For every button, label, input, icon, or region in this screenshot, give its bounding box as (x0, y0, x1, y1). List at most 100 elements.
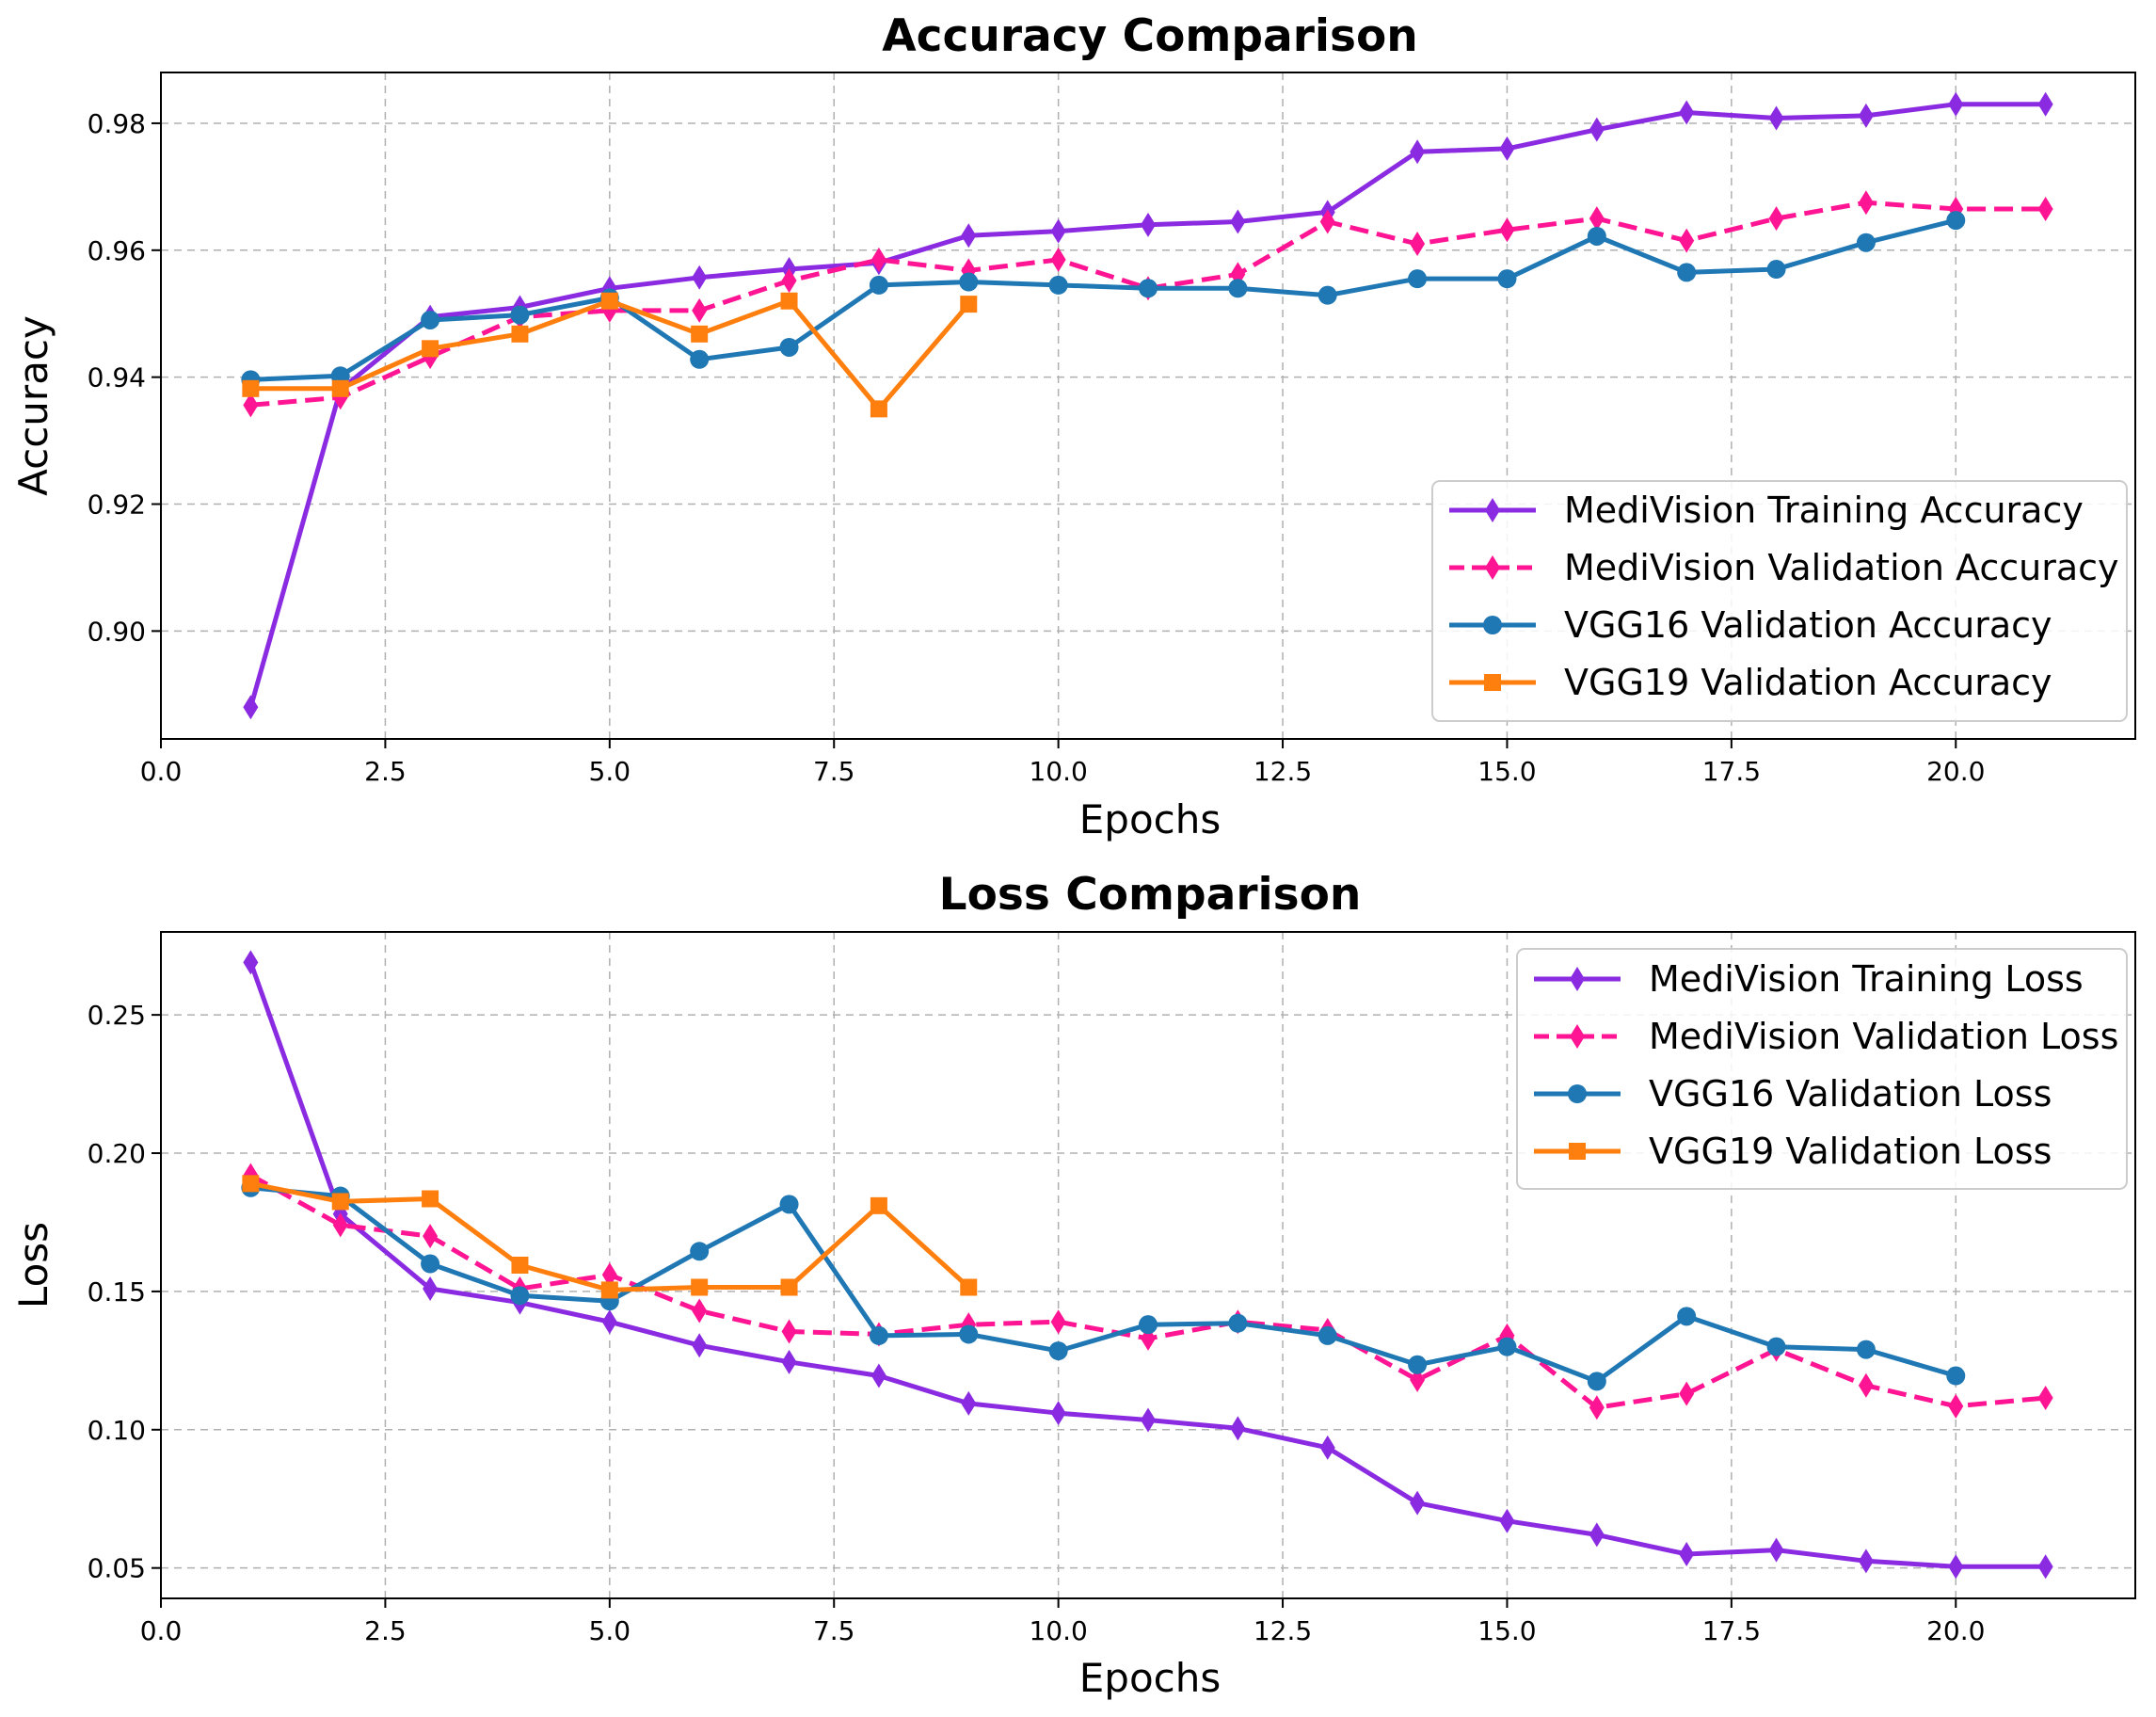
data-point (422, 340, 439, 358)
data-point (243, 393, 259, 418)
data-point (1228, 279, 1248, 298)
data-point (2037, 196, 2053, 221)
data-point (1946, 1366, 1966, 1386)
legend-box (1516, 948, 2128, 1190)
data-point (1589, 206, 1605, 232)
data-point (870, 247, 886, 272)
data-point (1677, 1307, 1697, 1326)
legend-label: MediVision Training Loss (1649, 958, 2084, 1000)
x-axis-ticks: 0.0 2.5 5.0 7.5 10.0 12.5 15.0 17.5 20.0 (140, 739, 1985, 787)
legend-entry: MediVision Validation Accuracy (1449, 547, 2119, 588)
plot-frame (160, 72, 2136, 740)
data-point (1679, 1381, 1695, 1406)
chart-title: Accuracy Comparison (882, 10, 1417, 62)
x-tick-label: 20.0 (1926, 1615, 1985, 1646)
data-point (331, 379, 349, 397)
data-point (961, 1390, 977, 1416)
data-point (242, 1175, 260, 1193)
legend-entries: MediVision Training Accuracy MediVision V… (1449, 489, 2119, 703)
data-point (601, 1309, 617, 1335)
data-point (510, 1286, 530, 1306)
data-point (1050, 1401, 1066, 1426)
data-point (1677, 263, 1697, 282)
data-point (1318, 285, 1337, 305)
data-point (510, 305, 530, 325)
x-axis-ticks: 0.0 2.5 5.0 7.5 10.0 12.5 15.0 17.5 20.0 (140, 1598, 1985, 1646)
y-tick-label: 0.05 (88, 1553, 146, 1584)
x-tick-label: 2.5 (364, 1615, 407, 1646)
y-tick-label: 0.10 (88, 1415, 146, 1446)
legend-box (1431, 480, 2128, 722)
data-point (692, 1333, 708, 1358)
data-point (1408, 1355, 1428, 1374)
data-point (781, 1319, 797, 1344)
data-point (779, 1195, 799, 1214)
data-point (1410, 1367, 1426, 1392)
data-point (690, 1242, 710, 1261)
data-point (2037, 1554, 2053, 1580)
data-point (1948, 91, 1964, 117)
legend-label: VGG16 Validation Loss (1649, 1073, 2052, 1115)
data-point (1948, 1554, 1964, 1580)
data-point (1948, 1393, 1964, 1419)
data-point (1768, 206, 1784, 232)
data-point (960, 296, 978, 313)
data-point (421, 310, 440, 329)
legend-entry: VGG16 Validation Loss (1534, 1073, 2052, 1115)
data-point (692, 265, 708, 290)
series-0 (243, 950, 2053, 1580)
series-layer (241, 950, 2053, 1580)
series-2 (241, 1178, 1966, 1391)
data-point (691, 325, 709, 343)
legend-marker (1570, 967, 1585, 991)
data-point (1858, 1549, 1874, 1574)
data-point (1499, 217, 1515, 243)
data-point (780, 1278, 798, 1296)
legend-entry: VGG16 Validation Accuracy (1449, 604, 2052, 646)
data-point (1050, 1309, 1066, 1335)
data-point (1319, 1435, 1335, 1460)
data-point (959, 1324, 979, 1344)
legend-marker (1483, 616, 1502, 634)
y-axis-label: Loss (10, 1222, 56, 1308)
data-point (869, 275, 888, 295)
y-axis-ticks: 0.90 0.92 0.94 0.96 0.98 (88, 108, 161, 647)
legend-label: MediVision Training Accuracy (1564, 489, 2084, 531)
data-point (959, 272, 979, 292)
y-tick-label: 0.96 (88, 235, 146, 266)
data-point (1858, 190, 1874, 216)
data-point (1856, 1340, 1876, 1359)
accuracy-chart: Accuracy Comparison 0.0 2.5 5.0 7.5 10.0 12.5… (10, 10, 2136, 842)
data-point (1589, 1395, 1605, 1420)
x-tick-label: 10.0 (1029, 1615, 1087, 1646)
data-point (1318, 1325, 1337, 1345)
x-tick-label: 10.0 (1029, 756, 1087, 787)
x-tick-label: 2.5 (364, 756, 407, 787)
y-tick-label: 0.25 (88, 1000, 146, 1031)
legend: MediVision Training Loss MediVision Valid… (1516, 948, 2128, 1190)
data-point (1050, 247, 1066, 272)
data-point (421, 1254, 440, 1274)
data-point (331, 1193, 349, 1211)
x-tick-label: 20.0 (1926, 756, 1985, 787)
x-tick-label: 12.5 (1254, 1615, 1312, 1646)
legend-marker (1569, 1143, 1586, 1160)
data-point (1587, 226, 1606, 246)
legend-marker (1570, 1024, 1585, 1049)
loss-chart: Loss Comparison 0.0 2.5 5.0 7.5 10.0 12.5 15.0… (10, 869, 2136, 1701)
data-point (511, 1257, 529, 1274)
data-point (1048, 1341, 1068, 1361)
y-tick-label: 0.20 (88, 1138, 146, 1169)
data-point (1050, 218, 1066, 244)
data-point (1587, 1372, 1606, 1391)
x-axis-label: Epochs (1079, 796, 1222, 842)
y-axis-label: Accuracy (10, 315, 56, 496)
x-axis-label: Epochs (1079, 1655, 1222, 1701)
data-point (1410, 1490, 1426, 1516)
y-tick-label: 0.92 (88, 489, 146, 521)
data-point (1408, 269, 1428, 289)
data-point (779, 337, 799, 357)
x-tick-label: 0.0 (140, 1615, 183, 1646)
